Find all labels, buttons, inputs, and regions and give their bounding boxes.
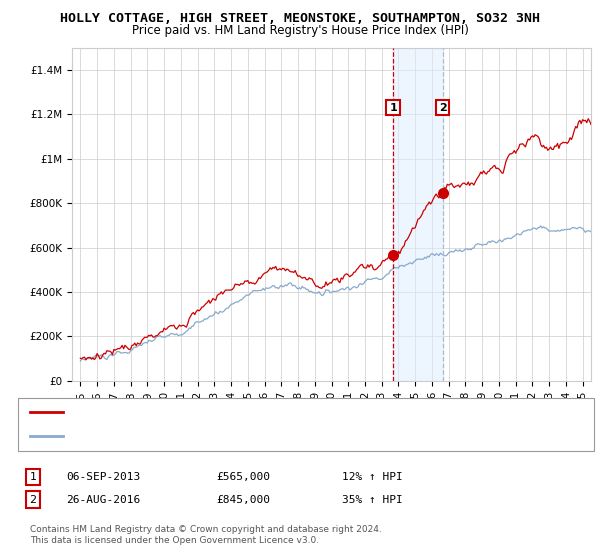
- Text: 26-AUG-2016: 26-AUG-2016: [66, 494, 140, 505]
- Bar: [393, 48, 443, 381]
- Text: 06-SEP-2013: 06-SEP-2013: [66, 472, 140, 482]
- Text: 1: 1: [29, 472, 37, 482]
- Text: 1: 1: [389, 102, 397, 113]
- Text: HPI: Average price, detached house, Winchester: HPI: Average price, detached house, Winc…: [69, 431, 338, 441]
- Text: 2: 2: [29, 494, 37, 505]
- Text: 35% ↑ HPI: 35% ↑ HPI: [342, 494, 403, 505]
- Text: HOLLY COTTAGE, HIGH STREET, MEONSTOKE, SOUTHAMPTON, SO32 3NH (detached hou: HOLLY COTTAGE, HIGH STREET, MEONSTOKE, S…: [69, 408, 562, 418]
- Text: £565,000: £565,000: [216, 472, 270, 482]
- Text: Contains HM Land Registry data © Crown copyright and database right 2024.
This d: Contains HM Land Registry data © Crown c…: [30, 525, 382, 545]
- Text: 2: 2: [439, 102, 447, 113]
- Text: 12% ↑ HPI: 12% ↑ HPI: [342, 472, 403, 482]
- Text: HOLLY COTTAGE, HIGH STREET, MEONSTOKE, SOUTHAMPTON, SO32 3NH: HOLLY COTTAGE, HIGH STREET, MEONSTOKE, S…: [60, 12, 540, 25]
- Text: Price paid vs. HM Land Registry's House Price Index (HPI): Price paid vs. HM Land Registry's House …: [131, 24, 469, 36]
- Text: £845,000: £845,000: [216, 494, 270, 505]
